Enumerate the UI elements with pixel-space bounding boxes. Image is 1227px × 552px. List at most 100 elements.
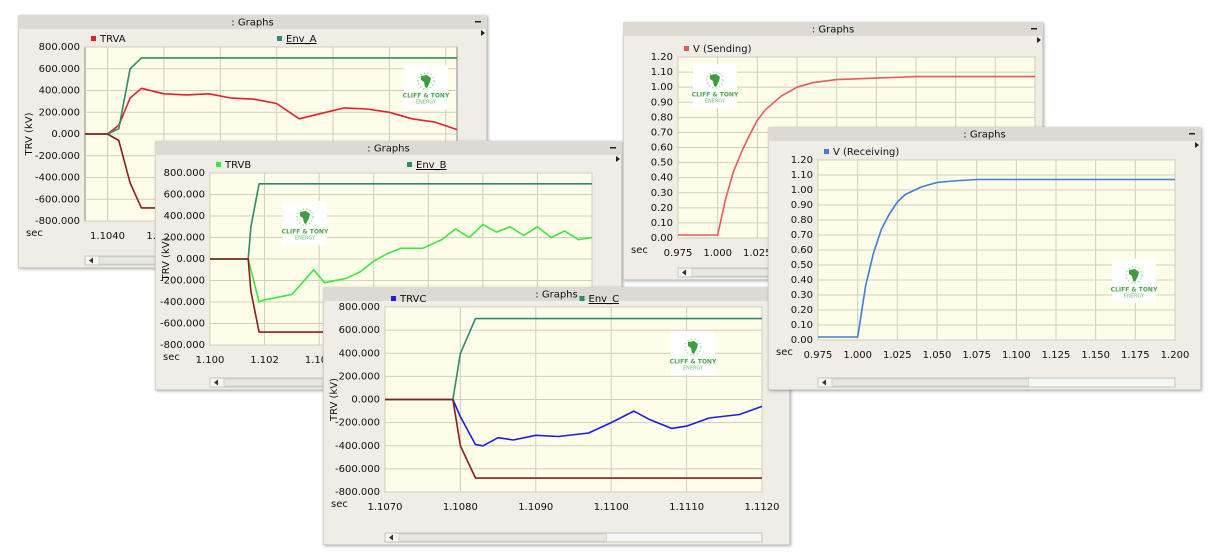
logo-text: CLIFF & TONY (1111, 287, 1158, 294)
logo-text: ENERGY (416, 100, 437, 106)
x-tick-label: 1.1110 (669, 502, 704, 513)
series-line (385, 398, 762, 479)
y-tick-label: 400.000 (339, 348, 380, 359)
scroll-thumb[interactable] (398, 533, 607, 542)
y-tick-label: -400.000 (35, 173, 80, 184)
legend-label: Env_C (589, 294, 620, 305)
window-title: : Graphs (812, 25, 854, 36)
scroll-left[interactable] (214, 379, 218, 386)
legend-label: Env_B (416, 160, 447, 171)
logo-africa (710, 74, 720, 87)
logo-text: ENERGY (295, 236, 316, 242)
expand-arrow[interactable] (1037, 37, 1041, 43)
x-tick-label: 1.200 (1161, 350, 1190, 361)
y-tick-label: 0.10 (651, 218, 673, 229)
y-tick-label: 0.000 (176, 254, 205, 265)
y-tick-label: -400.000 (160, 297, 205, 308)
legend-swatch (391, 296, 396, 301)
window-title: : Graphs (535, 290, 577, 301)
graph: : Graphs 800.000 600.000 400.000 200.000 0.00… (323, 287, 790, 545)
logo-text: CLIFF & TONY (670, 359, 717, 366)
y-tick-label: 400.000 (39, 86, 80, 97)
x-tick-label: 1.025 (743, 248, 772, 259)
minimize-button[interactable] (1031, 28, 1037, 30)
y-tick-label: -600.000 (335, 464, 380, 475)
series-line (385, 398, 763, 447)
y-tick-label: -400.000 (335, 441, 380, 452)
x-tick-label: 1.100 (1002, 350, 1031, 361)
y-tick-label: 1.10 (791, 170, 813, 181)
x-tick-label: 0.975 (664, 248, 693, 259)
expand-arrow[interactable] (481, 30, 485, 36)
logo-text: ENERGY (1124, 294, 1145, 300)
y-tick-label: -600.000 (160, 319, 205, 330)
series-line (385, 317, 762, 401)
series-line (85, 57, 457, 135)
y-tick-label: 0.50 (791, 260, 813, 271)
y-tick-label: 0.000 (51, 129, 80, 140)
y-tick-label: 0.40 (651, 173, 673, 184)
minimize-button[interactable] (475, 21, 481, 23)
y-tick-label: 0.20 (791, 305, 813, 316)
y-tick-label: 0.90 (791, 200, 813, 211)
window-title: : Graphs (231, 18, 273, 29)
legend-swatch (579, 296, 585, 301)
logo-mark (296, 208, 314, 226)
scroll-left[interactable] (389, 534, 393, 541)
legend-label: TRVA (99, 34, 126, 45)
y-tick-label: 0.40 (791, 275, 813, 286)
legend-swatch (684, 46, 689, 51)
y-tick-label: 0.30 (651, 188, 673, 199)
x-tick-label: 0.975 (804, 350, 833, 361)
expand-arrow[interactable] (616, 156, 620, 162)
y-tick-label: 0.80 (791, 215, 813, 226)
graph-window: : Graphs 800.000 600.000 400.000 200.000 0.00… (323, 287, 790, 545)
y-tick-label: 600.000 (339, 325, 380, 336)
scroll-left[interactable] (89, 257, 93, 264)
y-tick-label: 0.60 (791, 245, 813, 256)
x-tick-label: 1.1100 (594, 502, 629, 513)
scroll-left[interactable] (822, 379, 826, 386)
x-tick-label: 1.125 (1042, 350, 1071, 361)
x-tick-label: 1.1090 (518, 502, 553, 513)
y-tick-label: 1.10 (651, 67, 673, 78)
y-tick-label: 1.00 (791, 185, 813, 196)
y-tick-label: 200.000 (164, 233, 205, 244)
x-tick-label: 1.000 (703, 248, 732, 259)
legend-label: TRVB (224, 160, 251, 171)
logo-africa (300, 211, 310, 224)
minimize-button[interactable] (1189, 133, 1195, 135)
y-tick-label: 200.000 (339, 371, 380, 382)
x-tick-label: 1.104 (305, 355, 334, 366)
x-tick-label: 1.100 (196, 355, 225, 366)
y-tick-label: 0.00 (651, 233, 673, 244)
y-tick-label: -200.000 (35, 151, 80, 162)
x-tick-label: 1.150 (1081, 350, 1110, 361)
logo-text: CLIFF & TONY (403, 93, 450, 100)
y-tick-label: 0.20 (651, 203, 673, 214)
x-tick-label: 1.050 (923, 350, 952, 361)
y-tick-label: 600.000 (164, 190, 205, 201)
legend-label: TRVC (399, 294, 426, 305)
window-title: : Graphs (367, 144, 409, 155)
series-line (818, 178, 1175, 338)
y-tick-label: 0.90 (651, 97, 673, 108)
y-tick-label: 1.20 (651, 52, 673, 63)
y-tick-label: 0.30 (791, 290, 813, 301)
x-tick-label: 1.1070 (368, 502, 403, 513)
x-tick-label: 1.1080 (443, 502, 478, 513)
x-tick-label: 1.1120 (745, 502, 780, 513)
title-bar (623, 22, 1043, 36)
y-tick-label: 1.20 (791, 155, 813, 166)
minimize-button[interactable] (610, 147, 616, 149)
y-tick-label: 800.000 (39, 42, 80, 53)
expand-arrow[interactable] (1195, 142, 1199, 148)
y-tick-label: 400.000 (164, 211, 205, 222)
x-axis-label: sec (631, 245, 648, 256)
y-tick-label: 0.00 (791, 335, 813, 346)
scroll-thumb[interactable] (831, 378, 1029, 387)
scroll-left[interactable] (682, 269, 686, 276)
series-line (85, 87, 458, 135)
y-tick-label: -200.000 (335, 418, 380, 429)
